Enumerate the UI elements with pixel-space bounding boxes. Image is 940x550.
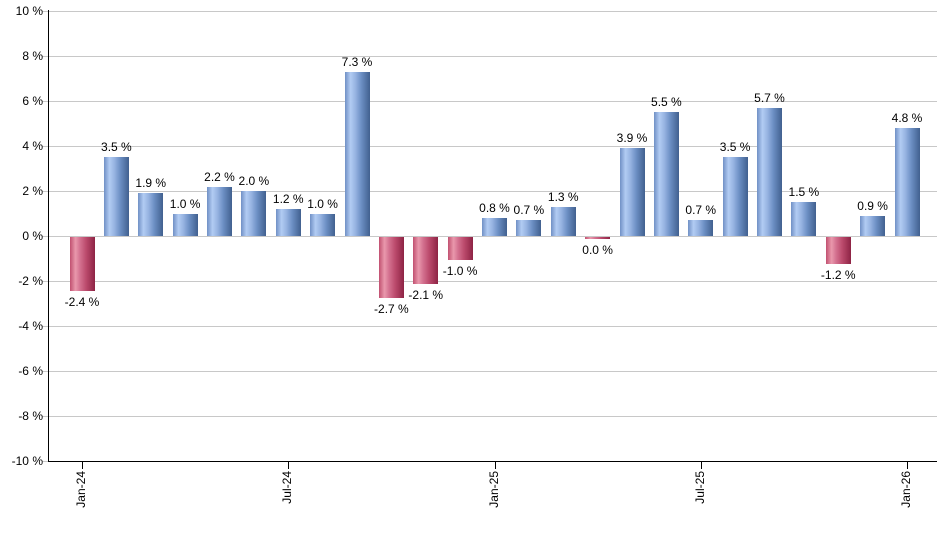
x-axis-label: Jan-26 — [899, 471, 913, 508]
bar-value-label: 5.7 % — [754, 90, 785, 105]
bar-value-label: 1.2 % — [272, 192, 304, 206]
bar-value-label: -2.1 % — [408, 288, 444, 303]
y-gridline — [48, 146, 937, 147]
bar-value-label: 1.0 % — [169, 196, 201, 211]
x-axis-line — [48, 461, 937, 462]
y-axis-label: 0 % — [22, 229, 43, 243]
y-axis-label: 4 % — [22, 139, 43, 153]
bar-value-label: -2.4 % — [64, 295, 100, 309]
y-axis-tick — [42, 461, 48, 462]
x-axis-label: Jul-25 — [692, 471, 707, 504]
x-axis-tick — [700, 462, 702, 469]
bar-value-label: 4.8 % — [891, 111, 923, 125]
bar[interactable] — [585, 237, 611, 239]
y-gridline — [48, 191, 937, 192]
bar[interactable] — [413, 237, 439, 285]
bar-value-label: 0.9 % — [857, 198, 888, 213]
y-gridline — [48, 416, 937, 417]
bar[interactable] — [619, 148, 645, 236]
y-axis-tick — [42, 326, 48, 327]
bar-value-label: 1.0 % — [307, 196, 338, 211]
bar[interactable] — [722, 157, 748, 236]
bar[interactable] — [653, 112, 679, 236]
bar[interactable] — [860, 215, 886, 236]
bar[interactable] — [138, 193, 164, 236]
bar-value-label: 0.7 % — [685, 203, 717, 218]
x-axis-tick — [288, 462, 290, 469]
bar[interactable] — [344, 71, 370, 236]
bar[interactable] — [688, 220, 714, 236]
bar-value-label: 5.5 % — [651, 95, 682, 110]
y-axis-line — [48, 10, 49, 462]
y-axis-tick — [42, 101, 48, 102]
bar[interactable] — [825, 237, 851, 264]
y-axis-tick — [42, 11, 48, 12]
y-axis-label: -8 % — [18, 409, 43, 423]
y-axis-tick — [42, 371, 48, 372]
x-axis-label: Jan-24 — [74, 471, 88, 508]
bar[interactable] — [207, 186, 232, 236]
bar-value-label: 0.0 % — [582, 242, 613, 257]
bar[interactable] — [482, 218, 507, 236]
bar-value-label: 3.9 % — [616, 131, 648, 146]
bar[interactable] — [103, 157, 129, 236]
y-axis-label: -2 % — [18, 274, 43, 288]
y-axis-tick — [42, 236, 48, 237]
y-axis-label: -4 % — [18, 319, 43, 333]
bar[interactable] — [310, 213, 336, 236]
y-gridline — [48, 371, 937, 372]
bar[interactable] — [378, 237, 404, 298]
bar-value-label: 3.5 % — [719, 140, 751, 155]
y-gridline — [48, 236, 937, 237]
x-axis-label: Jul-24 — [280, 471, 295, 504]
y-axis-label: -6 % — [18, 364, 43, 378]
y-gridline — [48, 281, 937, 282]
y-axis-tick — [42, 191, 48, 192]
bar[interactable] — [241, 191, 267, 236]
bar-value-label: 2.0 % — [238, 174, 270, 188]
x-axis-tick — [494, 462, 496, 469]
bar-value-label: 3.5 % — [101, 140, 132, 155]
x-axis-label: Jan-25 — [486, 471, 501, 508]
bar[interactable] — [275, 209, 301, 236]
bar-value-label: 0.7 % — [513, 203, 545, 218]
y-axis-tick — [42, 281, 48, 282]
y-axis-label: 10 % — [15, 4, 43, 18]
bar-value-label: 1.5 % — [788, 185, 820, 200]
bar[interactable] — [550, 206, 576, 236]
y-axis-tick — [42, 146, 48, 147]
y-axis-label: -10 % — [11, 454, 43, 468]
bar-value-label: -2.7 % — [374, 301, 409, 316]
bar[interactable] — [757, 107, 782, 236]
bar[interactable] — [894, 128, 920, 236]
x-axis-tick — [907, 462, 908, 469]
bar[interactable] — [516, 220, 542, 236]
bar[interactable] — [172, 213, 198, 236]
bar-value-label: 2.2 % — [204, 169, 235, 184]
y-axis-tick — [42, 416, 48, 417]
bar-value-label: 7.3 % — [341, 54, 373, 69]
y-axis-label: 8 % — [22, 49, 43, 63]
bar-value-label: -1.0 % — [442, 263, 478, 278]
bar-value-label: 1.3 % — [547, 189, 579, 204]
x-axis-tick — [82, 462, 83, 469]
y-axis-label: 2 % — [22, 184, 43, 198]
bar[interactable] — [69, 237, 95, 291]
y-gridline — [48, 11, 937, 12]
y-gridline — [48, 56, 937, 57]
bar[interactable] — [447, 237, 473, 260]
bar-value-label: 1.9 % — [135, 176, 167, 191]
bar[interactable] — [791, 202, 817, 236]
bar-value-label: -1.2 % — [820, 268, 856, 282]
bar-value-label: 0.8 % — [479, 201, 510, 215]
y-gridline — [48, 326, 937, 327]
y-axis-label: 6 % — [22, 94, 43, 108]
y-axis-tick — [42, 56, 48, 57]
y-gridline — [48, 101, 937, 102]
